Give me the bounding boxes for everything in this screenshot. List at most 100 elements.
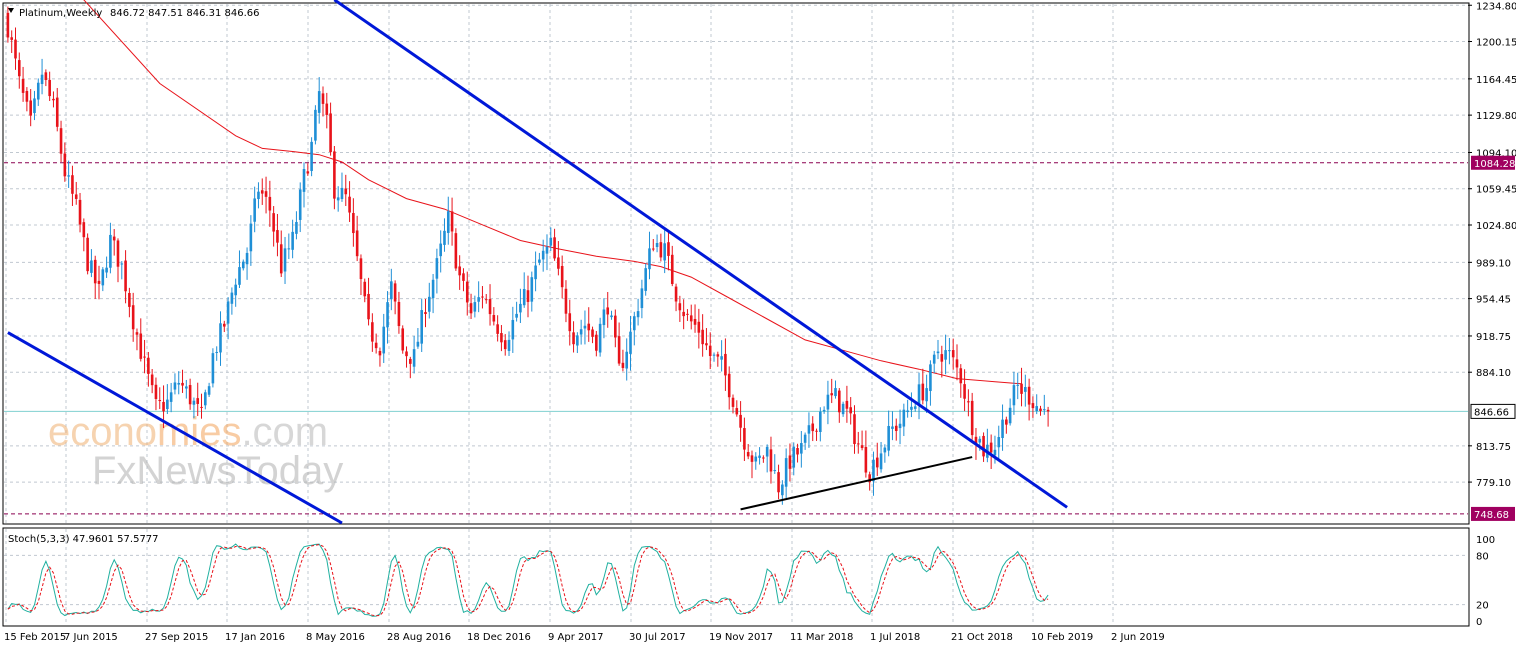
candle-body (1031, 403, 1035, 409)
candle-body (196, 398, 200, 404)
candle-body (883, 447, 887, 453)
candle-body (283, 248, 287, 272)
candle-body (606, 307, 610, 315)
candle-body (549, 237, 553, 246)
candle-body (902, 409, 906, 427)
candle-body (591, 329, 594, 337)
candle-body (416, 341, 420, 347)
candle-body (651, 248, 655, 250)
candle-body (314, 109, 317, 141)
candle-body (378, 350, 382, 356)
stoch-title: Stoch(5,3,3) 47.9601 57.5777 (8, 534, 159, 545)
candle-body (135, 332, 139, 335)
date-tick-label: 9 Apr 2017 (548, 632, 603, 643)
candle-body (173, 382, 177, 390)
candle-body (44, 72, 48, 80)
candle-body (932, 354, 936, 364)
candle-body (101, 269, 105, 286)
candle-body (879, 453, 883, 470)
candle-body (14, 39, 17, 59)
candle-body (689, 315, 693, 322)
candle-body (310, 141, 313, 171)
candle-body (298, 189, 302, 220)
candle-body (90, 260, 93, 273)
trendline-lower_channel (7, 331, 343, 525)
level-label-bg (1471, 155, 1515, 170)
price-tick-label: 1059.45 (1476, 185, 1516, 196)
candle-body (427, 296, 431, 312)
candle-body (974, 436, 978, 444)
candle-body (374, 342, 378, 349)
candle-body (222, 323, 226, 327)
date-tick-label: 30 Jul 2017 (629, 632, 686, 643)
stoch-tick-label: 20 (1476, 601, 1489, 612)
candle-body (382, 326, 386, 354)
candle-body (894, 425, 898, 431)
candle-body (792, 446, 796, 468)
candle-body (48, 79, 51, 97)
candle-body (997, 437, 1001, 448)
candle-body (872, 459, 875, 482)
candle-body (1027, 386, 1031, 405)
candle-body (333, 151, 336, 199)
trendline-support (740, 456, 973, 511)
candle-body (481, 296, 484, 298)
candle-body (420, 310, 424, 344)
date-tick-label: 15 Feb 2015 (4, 632, 66, 643)
candle-body (754, 456, 758, 462)
collapse-triangle-icon[interactable] (8, 8, 14, 13)
stoch-tick-label: 80 (1476, 551, 1489, 562)
candle-body (219, 323, 222, 353)
candle-body (268, 196, 272, 211)
candle-body (636, 311, 640, 318)
candle-body (564, 288, 568, 314)
price-tick-label: 918.75 (1476, 332, 1511, 343)
current-price-label: 846.66 (1474, 407, 1509, 418)
candle-body (617, 336, 621, 364)
candle-body (143, 356, 146, 358)
candle-body (1043, 409, 1046, 411)
candle-body (192, 400, 196, 405)
candle-body (238, 267, 241, 285)
candle-body (913, 406, 917, 409)
candle-body (97, 280, 101, 284)
candle-body (921, 383, 925, 401)
candle-body (477, 297, 480, 302)
candle-body (530, 277, 534, 302)
candle-body (614, 315, 617, 338)
candle-body (693, 318, 697, 325)
candle-body (371, 322, 374, 342)
trendlines (7, 0, 1068, 525)
stoch-tick-label: 0 (1476, 617, 1482, 628)
candle-body (724, 353, 727, 376)
candle-body (553, 237, 556, 259)
candle-body (71, 175, 74, 194)
candle-body (811, 423, 815, 432)
candle-body (390, 281, 393, 300)
main-panel-frame (2, 2, 1470, 525)
candle-body (1001, 419, 1004, 439)
candle-body (735, 408, 739, 415)
candle-body (496, 324, 499, 334)
candle-body (925, 388, 928, 402)
candle-body (929, 364, 932, 392)
candle-body (545, 246, 549, 254)
price-tick-label: 954.45 (1476, 295, 1511, 306)
candle-body (329, 113, 332, 153)
date-tick-label: 21 Oct 2018 (951, 632, 1013, 643)
candle-body (1008, 407, 1012, 424)
candle-body (815, 430, 818, 432)
candle-body (116, 240, 120, 267)
candle-body (557, 257, 560, 269)
candle-body (6, 12, 10, 38)
candle-body (162, 401, 165, 412)
candle-body (348, 196, 351, 213)
trendline-upper_resistance (333, 0, 1068, 509)
candle-body (249, 223, 253, 252)
candle-body (109, 234, 112, 268)
candle-body (462, 273, 465, 281)
candle-body (409, 358, 412, 364)
candle-body (200, 406, 203, 408)
